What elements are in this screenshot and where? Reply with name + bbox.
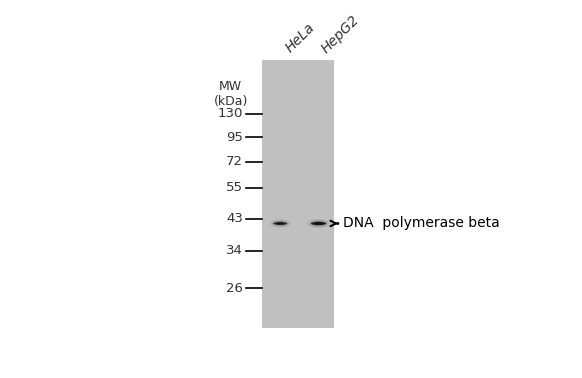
- Text: HepG2: HepG2: [318, 12, 362, 56]
- Text: 72: 72: [226, 155, 243, 168]
- Ellipse shape: [276, 223, 284, 224]
- Ellipse shape: [314, 222, 323, 225]
- Text: DNA  polymerase beta: DNA polymerase beta: [343, 217, 500, 231]
- Ellipse shape: [271, 220, 289, 227]
- Ellipse shape: [278, 222, 283, 225]
- Text: 43: 43: [226, 212, 243, 225]
- Ellipse shape: [312, 221, 325, 226]
- Ellipse shape: [274, 221, 286, 226]
- Ellipse shape: [310, 220, 327, 227]
- Ellipse shape: [308, 220, 329, 227]
- Ellipse shape: [273, 222, 288, 225]
- Text: 55: 55: [226, 181, 243, 194]
- Ellipse shape: [315, 222, 321, 225]
- Ellipse shape: [276, 222, 285, 225]
- Text: 26: 26: [226, 282, 243, 295]
- Ellipse shape: [307, 219, 331, 228]
- Text: 95: 95: [226, 130, 243, 144]
- Ellipse shape: [311, 222, 326, 225]
- Ellipse shape: [314, 223, 322, 225]
- Text: 34: 34: [226, 244, 243, 257]
- Ellipse shape: [272, 221, 288, 226]
- Text: HeLa: HeLa: [282, 21, 317, 56]
- Text: 130: 130: [218, 107, 243, 120]
- Bar: [262, 60, 334, 328]
- Text: MW
(kDa): MW (kDa): [214, 80, 248, 108]
